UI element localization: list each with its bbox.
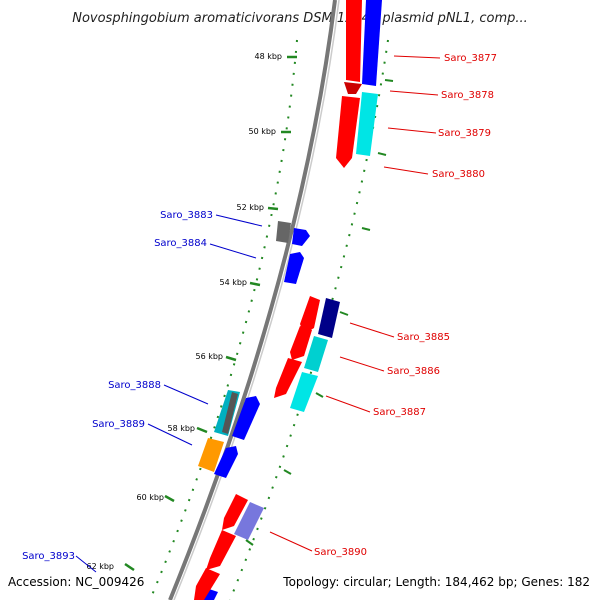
backbone-arc xyxy=(168,0,337,600)
gene-features-left xyxy=(198,221,310,478)
gene-blue-top xyxy=(362,0,382,86)
tick-ring-inner xyxy=(149,39,298,600)
label-leaders-right xyxy=(269,55,441,552)
label-leaders-left xyxy=(75,214,263,573)
gene-saro3884 xyxy=(284,252,304,284)
tick-label-54kbp: 54 kbp xyxy=(219,278,247,287)
gene-label-saro3890: Saro_3890 xyxy=(314,547,367,558)
tick-label-62kbp: 62 kbp xyxy=(86,562,114,571)
gene-red-3890b xyxy=(206,530,236,570)
gene-label-saro3878: Saro_3878 xyxy=(441,90,494,101)
gene-label-saro3887: Saro_3887 xyxy=(373,407,426,418)
gene-label-saro3879: Saro_3879 xyxy=(438,128,491,139)
gene-red-3890a xyxy=(222,494,248,530)
gene-label-saro3885: Saro_3885 xyxy=(397,332,450,343)
stats-text: Topology: circular; Length: 184,462 bp; … xyxy=(282,575,590,589)
gene-red-3886 xyxy=(290,326,312,360)
gene-saro3886 xyxy=(304,336,328,372)
tick-label-50kbp: 50 kbp xyxy=(248,127,276,136)
gene-saro3878 xyxy=(344,82,362,94)
tick-label-48kbp: 48 kbp xyxy=(254,52,282,61)
gene-saro3877 xyxy=(346,0,362,82)
gene-features-red xyxy=(194,0,362,600)
gene-blue-3889 xyxy=(214,446,238,478)
gene-gray-3888 xyxy=(222,392,238,434)
tick-marks xyxy=(124,55,394,572)
tick-label-60kbp: 60 kbp xyxy=(136,493,164,502)
gene-saro3885 xyxy=(318,298,340,338)
gene-label-saro3883: Saro_3883 xyxy=(160,210,213,221)
gene-label-saro3886: Saro_3886 xyxy=(387,366,440,377)
gene-saro3880 xyxy=(336,96,360,168)
gene-red-3885 xyxy=(300,296,320,334)
tick-label-52kbp: 52 kbp xyxy=(236,203,264,212)
gene-saro3887 xyxy=(290,372,318,412)
gene-saro3889 xyxy=(198,438,224,472)
gene-label-saro3888: Saro_3888 xyxy=(108,380,161,391)
backbone-arc-highlight xyxy=(173,0,340,600)
gene-label-saro3889: Saro_3889 xyxy=(92,419,145,430)
gene-blue-3888 xyxy=(232,396,260,440)
gene-blue-3883 xyxy=(292,228,310,246)
gene-label-saro3893: Saro_3893 xyxy=(22,551,75,562)
tick-label-58kbp: 58 kbp xyxy=(167,424,195,433)
gene-label-saro3884: Saro_3884 xyxy=(154,238,207,249)
gene-saro3883 xyxy=(276,221,291,243)
gene-saro3890 xyxy=(234,502,264,540)
map-title: Novosphingobium aromaticivorans DSM 1244… xyxy=(72,11,528,26)
tick-label-56kbp: 56 kbp xyxy=(195,352,223,361)
gene-label-saro3880: Saro_3880 xyxy=(432,169,485,180)
accession-text: Accession: NC_009426 xyxy=(8,575,144,589)
gene-red-3887 xyxy=(274,358,302,398)
gene-features-outer xyxy=(200,0,382,600)
gene-saro3879 xyxy=(356,92,378,156)
gene-label-saro3877: Saro_3877 xyxy=(444,53,497,64)
gene-red-bottom xyxy=(194,568,220,600)
